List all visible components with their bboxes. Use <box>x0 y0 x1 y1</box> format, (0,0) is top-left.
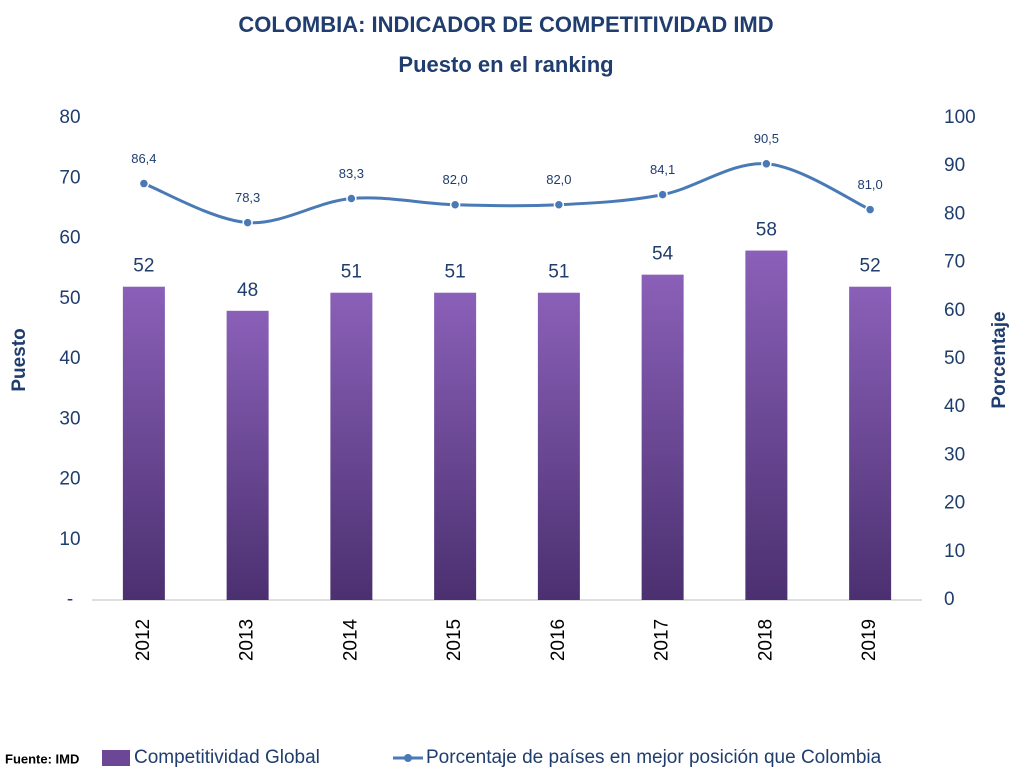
x-tick-label: 2017 <box>652 619 673 661</box>
y2-tick-label: 50 <box>944 348 965 369</box>
bar <box>434 292 477 600</box>
bar <box>122 286 165 600</box>
x-tick-label: 2013 <box>237 619 258 661</box>
y2-tick-label: 60 <box>944 300 965 321</box>
bar <box>330 292 373 600</box>
line-marker <box>242 217 253 228</box>
y-axis-title: Puesto <box>9 328 30 391</box>
bar-value-label: 52 <box>133 256 154 277</box>
y-tick-label: 70 <box>59 167 80 188</box>
y2-axis-title: Porcentaje <box>989 311 1010 408</box>
line-value-label: 83,3 <box>339 166 364 181</box>
line-marker <box>138 178 150 189</box>
chart-subtitle: Puesto en el ranking <box>398 52 613 77</box>
y-tick-label: 40 <box>59 348 80 369</box>
y2-tick-label: 90 <box>944 155 965 176</box>
bar-value-label: 51 <box>445 262 466 283</box>
line-marker <box>761 158 772 170</box>
legend-label: Competitividad Global <box>134 747 320 768</box>
bar <box>226 310 269 600</box>
legend-label: Porcentaje de países en mejor posición q… <box>426 747 882 768</box>
bar-value-label: 51 <box>341 262 362 283</box>
y2-tick-label: 40 <box>944 396 965 417</box>
line-value-label: 82,0 <box>546 172 571 187</box>
x-tick-label: 2012 <box>133 619 154 661</box>
y-tick-label: 10 <box>59 529 80 550</box>
y2-tick-label: 100 <box>944 107 976 128</box>
legend-marker <box>404 754 412 762</box>
line-value-label: 86,4 <box>131 151 156 166</box>
y-tick-label: 30 <box>59 408 80 429</box>
line-value-label: 84,1 <box>650 162 675 177</box>
y2-tick-label: 10 <box>944 541 965 562</box>
y2-tick-label: 20 <box>944 493 965 514</box>
x-tick-label: 2015 <box>444 619 465 661</box>
y-tick-label: 20 <box>59 469 80 490</box>
y-tick-label: 60 <box>59 228 80 249</box>
x-tick-label: 2016 <box>548 619 569 661</box>
y2-tick-label: 70 <box>944 252 965 273</box>
legend-swatch <box>102 750 130 766</box>
y-tick-label: 50 <box>59 288 80 309</box>
bar <box>849 286 892 600</box>
line-value-label: 82,0 <box>442 172 467 187</box>
y2-tick-label: 30 <box>944 444 965 465</box>
line-value-label: 90,5 <box>754 131 779 146</box>
x-tick-label: 2018 <box>755 619 776 661</box>
bar-value-label: 48 <box>237 280 258 301</box>
y2-tick-label: 80 <box>944 203 965 224</box>
bar <box>641 274 684 600</box>
y-tick-label: - <box>67 589 73 610</box>
line-marker <box>864 204 876 215</box>
bar-value-label: 51 <box>548 262 569 283</box>
x-tick-label: 2014 <box>340 618 361 661</box>
source-note: Fuente: IMD <box>5 751 79 766</box>
line-value-label: 78,3 <box>235 190 260 205</box>
line-marker <box>346 193 357 204</box>
bar <box>745 250 788 601</box>
bar-value-label: 52 <box>860 256 881 277</box>
chart-title: COLOMBIA: INDICADOR DE COMPETITIVIDAD IM… <box>238 12 773 37</box>
line-value-label: 81,0 <box>857 177 882 192</box>
y-tick-label: 80 <box>59 107 80 128</box>
bar-value-label: 58 <box>756 220 777 241</box>
bar <box>537 292 580 600</box>
y2-tick-label: 0 <box>944 589 955 610</box>
line-marker <box>657 189 668 200</box>
line-marker <box>553 199 565 211</box>
line-marker <box>449 199 461 211</box>
bar-value-label: 54 <box>652 244 674 265</box>
x-tick-label: 2019 <box>859 619 880 661</box>
line <box>143 162 871 225</box>
